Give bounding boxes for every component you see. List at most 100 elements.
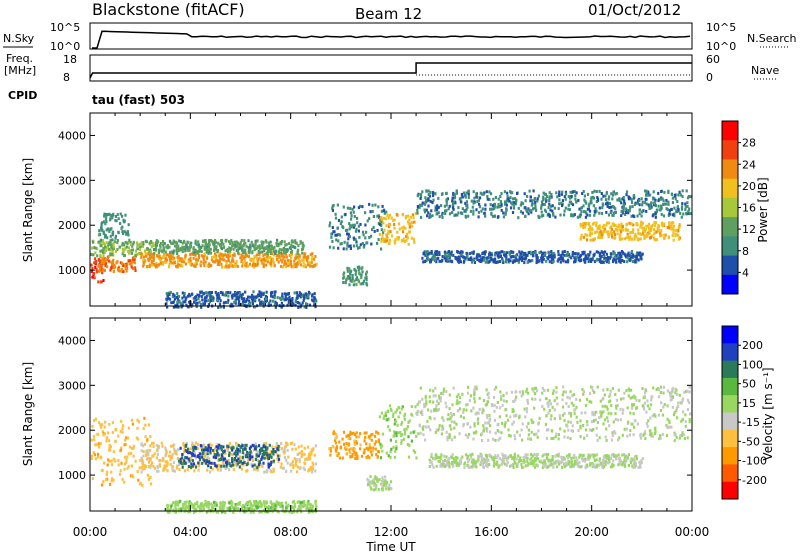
- scatter-cell: [606, 221, 609, 225]
- scatter-cell: [631, 230, 635, 234]
- scatter-cell: [673, 439, 676, 443]
- scatter-cell: [548, 202, 551, 206]
- scatter-cell: [181, 465, 184, 469]
- scatter-cell: [580, 206, 583, 210]
- scatter-cell: [272, 467, 275, 471]
- scatter-cell: [567, 207, 570, 211]
- scatter-cell: [403, 417, 406, 421]
- scatter-cell: [222, 254, 225, 258]
- scatter-cell: [273, 245, 276, 249]
- scatter-cell: [397, 431, 400, 435]
- scatter-cell: [520, 201, 523, 205]
- scatter-cell: [272, 459, 275, 463]
- scatter-cell: [369, 210, 372, 214]
- scatter-cell: [270, 259, 273, 263]
- scatter-cell: [234, 503, 237, 506]
- scatter-cell: [375, 430, 378, 434]
- scatter-cell: [684, 208, 687, 211]
- scatter-cell: [287, 242, 290, 246]
- scatter-cell: [681, 195, 684, 198]
- scatter-cell: [493, 203, 496, 206]
- scatter-cell: [117, 463, 120, 467]
- scatter-cell: [504, 211, 507, 215]
- scatter-cell: [206, 452, 209, 456]
- scatter-cell: [248, 249, 251, 253]
- scatter-cell: [274, 508, 277, 512]
- scatter-cell: [430, 209, 433, 213]
- scatter-cell: [130, 263, 133, 267]
- scatter-cell: [595, 200, 598, 203]
- scatter-cell: [149, 476, 152, 479]
- scatter-cell: [295, 241, 298, 245]
- scatter-cell: [641, 210, 644, 214]
- scatter-cell: [157, 248, 161, 252]
- scatter-cell: [152, 464, 155, 468]
- scatter-cell: [138, 245, 141, 249]
- scatter-cell: [165, 253, 169, 257]
- scatter-cell: [272, 450, 275, 454]
- scatter-cell: [262, 254, 265, 258]
- scatter-cell: [221, 293, 224, 297]
- scatter-cell: [605, 260, 608, 264]
- scatter-cell: [382, 478, 385, 482]
- scatter-cell: [166, 460, 169, 464]
- scatter-cell: [484, 203, 487, 207]
- scatter-cell: [623, 202, 626, 206]
- scatter-cell: [244, 241, 247, 245]
- scatter-cell: [481, 207, 484, 211]
- scatter-cell: [158, 464, 161, 468]
- scatter-cell: [628, 258, 631, 262]
- scatter-cell: [203, 296, 207, 300]
- scatter-cell: [566, 260, 570, 264]
- scatter-cell: [352, 244, 355, 248]
- scatter-cell: [681, 431, 684, 435]
- scatter-cell: [636, 422, 639, 426]
- scatter-cell: [677, 193, 680, 197]
- scatter-cell: [292, 466, 295, 470]
- scatter-cell: [198, 294, 201, 297]
- scatter-cell: [574, 252, 577, 255]
- scatter-cell: [298, 294, 301, 298]
- nsky-tick-bottom: 10^0: [50, 40, 80, 53]
- scatter-cell: [503, 190, 506, 194]
- scatter-cell: [612, 222, 615, 226]
- scatter-cell: [273, 264, 276, 268]
- scatter-cell: [168, 256, 171, 260]
- scatter-cell: [647, 203, 650, 207]
- scatter-cell: [184, 247, 187, 251]
- scatter-cell: [620, 225, 623, 229]
- scatter-cell: [308, 510, 311, 514]
- scatter-cell: [234, 462, 237, 466]
- scatter-cell: [126, 266, 129, 270]
- scatter-cell: [235, 464, 238, 468]
- scatter-cell: [181, 250, 184, 253]
- scatter-cell: [208, 241, 211, 245]
- scatter-cell: [305, 507, 308, 511]
- scatter-cell: [179, 257, 182, 261]
- scatter-cell: [265, 500, 268, 504]
- scatter-cell: [234, 505, 237, 509]
- scatter-cell: [235, 248, 238, 252]
- scatter-cell: [639, 254, 642, 258]
- scatter-cell: [610, 404, 613, 407]
- scatter-cell: [107, 439, 111, 443]
- scatter-cell: [486, 259, 489, 263]
- scatter-cell: [273, 293, 276, 297]
- scatter-cell: [446, 258, 449, 262]
- scatter-cell: [368, 436, 371, 440]
- scatter-cell: [429, 428, 432, 432]
- scatter-cell: [401, 226, 404, 230]
- scatter-cell: [389, 455, 392, 459]
- scatter-cell: [440, 259, 443, 263]
- scatter-cell: [360, 454, 364, 458]
- scatter-cell: [223, 501, 226, 505]
- scatter-cell: [363, 243, 366, 247]
- scatter-cell: [146, 264, 149, 268]
- scatter-cell: [200, 448, 204, 452]
- scatter-cell: [582, 204, 585, 208]
- scatter-cell: [178, 263, 181, 267]
- scatter-cell: [267, 249, 270, 253]
- scatter-cell: [93, 434, 96, 438]
- scatter-cell: [546, 388, 549, 392]
- scatter-cell: [456, 259, 459, 263]
